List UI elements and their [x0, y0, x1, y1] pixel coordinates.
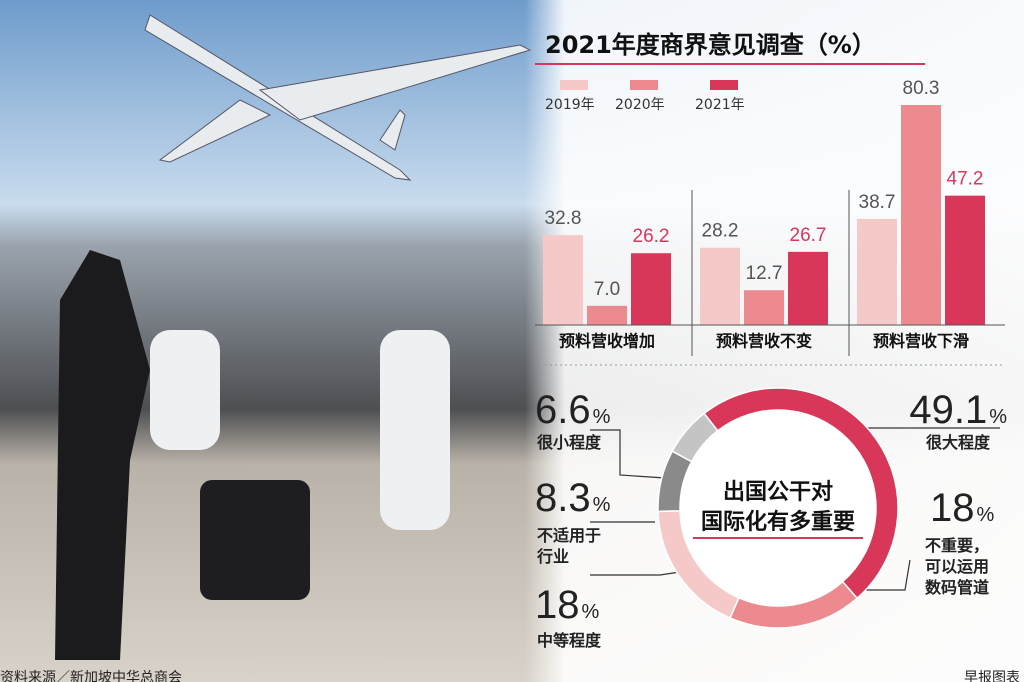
- legend-label: 2019年: [545, 97, 595, 113]
- category-label: 很小程度: [537, 433, 602, 452]
- value-label: 26.2: [633, 226, 670, 247]
- credit: 早报图表: [964, 670, 1020, 682]
- value-label: 80.3: [903, 78, 940, 99]
- legend-swatch: [630, 80, 658, 90]
- value-label: 8.3%: [535, 476, 611, 520]
- legend-swatch: [710, 80, 738, 90]
- value-label: 6.6%: [535, 388, 611, 432]
- category-label: 预料营收不变: [716, 332, 812, 351]
- bar: [857, 218, 897, 325]
- legend-label: 2020年: [615, 97, 665, 113]
- value-label: 38.7: [859, 192, 896, 213]
- bar: [543, 235, 583, 325]
- kiosk: [380, 330, 450, 530]
- donut-slice: [671, 412, 719, 463]
- category-label: 预料营收增加: [559, 332, 655, 351]
- category-label: 不适用于行业: [537, 526, 602, 566]
- value-label: 49.1%: [909, 388, 1007, 432]
- value-label: 12.7: [746, 263, 783, 284]
- category-label: 预料营收下滑: [873, 332, 969, 351]
- donut-hole: [681, 411, 875, 605]
- bar: [744, 290, 784, 325]
- source: 资料来源／新加坡中华总商会: [0, 670, 182, 682]
- bar: [587, 305, 627, 325]
- value-label: 7.0: [594, 279, 620, 300]
- donut-title: 国际化有多重要: [700, 510, 855, 535]
- kiosk: [150, 330, 220, 450]
- value-label: 28.2: [702, 221, 739, 242]
- bar: [700, 247, 740, 325]
- value-label: 26.7: [790, 225, 827, 246]
- category-label: 不重要，可以运用数码管道: [925, 536, 990, 597]
- value-label: 47.2: [947, 169, 984, 190]
- bar: [945, 195, 985, 325]
- legend-label: 2021年: [695, 97, 745, 113]
- value-label: 18%: [535, 583, 600, 627]
- donut-title: 出国公干对: [722, 480, 833, 505]
- category-label: 很大程度: [925, 433, 990, 452]
- bar: [631, 253, 671, 325]
- value-label: 32.8: [545, 208, 582, 229]
- value-label: 18%: [930, 486, 995, 530]
- bar: [788, 251, 828, 325]
- luggage: [200, 480, 310, 600]
- bar-title: 2021年度商界意见调查（%）: [545, 31, 876, 59]
- bar: [901, 104, 941, 325]
- category-label: 中等程度: [537, 631, 602, 650]
- legend-swatch: [560, 80, 588, 90]
- traveller: [55, 250, 150, 660]
- airplane: [144, 14, 532, 181]
